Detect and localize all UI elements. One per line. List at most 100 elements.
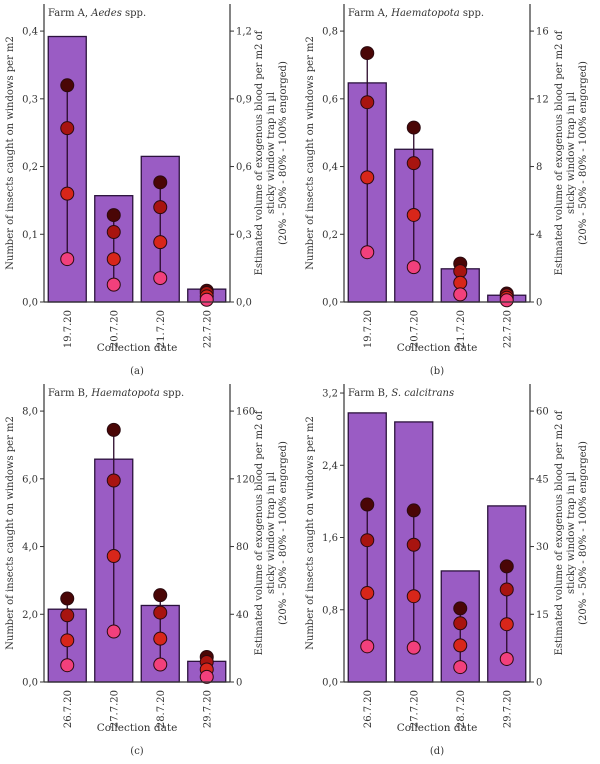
left-tick-label: 4,0 bbox=[22, 542, 38, 553]
right-axis-title-line: sticky window trap in µl bbox=[266, 472, 277, 594]
x-tick-label: 20.7.20 bbox=[409, 310, 420, 348]
blood-dot-80pct bbox=[153, 200, 168, 215]
x-tick-label: 20.7.20 bbox=[109, 310, 120, 348]
panel-label: (a) bbox=[130, 366, 144, 377]
right-axis-title-line: (20% - 50% - 80% - 100% engorged) bbox=[278, 441, 289, 625]
blood-dot-50pct bbox=[499, 617, 514, 632]
blood-dot-50pct bbox=[453, 275, 468, 290]
left-tick-label: 0,0 bbox=[22, 678, 38, 689]
title-suffix: spp. bbox=[122, 8, 146, 19]
left-tick-label: 0,1 bbox=[22, 230, 38, 241]
right-tick-label: 12 bbox=[536, 94, 549, 105]
left-axis-title: Number of insects caught on windows per … bbox=[5, 36, 16, 270]
title-italic: Aedes bbox=[90, 8, 122, 19]
x-tick-label: 26.7.20 bbox=[63, 690, 74, 728]
x-axis-title: Collection date bbox=[397, 342, 478, 354]
x-tick-label: 29.7.20 bbox=[202, 690, 213, 728]
right-axis-title-line: Estimated volume of exogenous blood per … bbox=[554, 29, 565, 275]
right-axis-title-line: Estimated volume of exogenous blood per … bbox=[254, 409, 265, 655]
title-prefix: Farm B, bbox=[48, 388, 91, 399]
panel-label: (d) bbox=[430, 746, 444, 757]
right-axis-title-line: (20% - 50% - 80% - 100% engorged) bbox=[578, 61, 589, 245]
chart-c: 0,0 2,0 4,0 6,0 8,0 0 40 80 120 160 26.7.20 27.7.20… bbox=[5, 384, 289, 757]
left-tick-label: 0,4 bbox=[22, 27, 38, 38]
blood-dot-20pct bbox=[60, 658, 75, 673]
right-tick-label: 80 bbox=[236, 542, 249, 553]
right-axis-title-line: (20% - 50% - 80% - 100% engorged) bbox=[578, 441, 589, 625]
right-axis-title-line: Estimated volume of exogenous blood per … bbox=[554, 409, 565, 655]
right-tick-label: 0 bbox=[536, 678, 542, 689]
blood-dot-100pct bbox=[406, 120, 421, 135]
panel-c: 0,0 2,0 4,0 6,0 8,0 0 40 80 120 160 26.7.20 27.7.20… bbox=[0, 380, 300, 760]
right-tick-label: 0,3 bbox=[236, 230, 252, 241]
blood-dot-20pct bbox=[453, 287, 468, 302]
blood-dot-50pct bbox=[60, 633, 75, 648]
blood-dot-20pct bbox=[199, 669, 214, 684]
left-tick-label: 8,0 bbox=[22, 407, 38, 418]
right-tick-label: 160 bbox=[236, 407, 255, 418]
right-tick-label: 40 bbox=[236, 610, 249, 621]
right-axis-title-line: sticky window trap in µl bbox=[566, 92, 577, 214]
x-tick-label: 28.7.20 bbox=[156, 690, 167, 728]
blood-dot-50pct bbox=[60, 186, 75, 201]
x-tick-label: 19.7.20 bbox=[363, 310, 374, 348]
blood-dot-80pct bbox=[106, 473, 121, 488]
left-tick-label: 0,0 bbox=[22, 298, 38, 309]
panel-title: Farm A, Haematopota spp. bbox=[348, 8, 484, 19]
x-tick-label: 19.7.20 bbox=[63, 310, 74, 348]
blood-dot-100pct bbox=[360, 46, 375, 61]
left-tick-label: 0,6 bbox=[322, 94, 338, 105]
left-axis-title: Number of insects caught on windows per … bbox=[305, 416, 316, 650]
x-tick-label: 22.7.20 bbox=[502, 310, 513, 348]
blood-dot-100pct bbox=[153, 175, 168, 190]
left-axis-title: Number of insects caught on windows per … bbox=[305, 36, 316, 270]
blood-dot-50pct bbox=[406, 589, 421, 604]
title-suffix: spp. bbox=[160, 388, 184, 399]
left-tick-label: 2,4 bbox=[322, 461, 338, 472]
chart-d: 0,0 0,8 1,6 2,4 3,2 0 15 30 45 60 26.7.20 27.7.20 28… bbox=[305, 384, 589, 757]
title-italic: Haematopota bbox=[390, 8, 460, 19]
right-tick-label: 8 bbox=[536, 162, 542, 173]
chart-a: 0,0 0,1 0,2 0,3 0,4 0,0 0,3 0,6 0,9 1,2 19.7.20 20.… bbox=[5, 4, 289, 377]
right-axis-title-line: (20% - 50% - 80% - 100% engorged) bbox=[278, 61, 289, 245]
blood-dot-50pct bbox=[360, 586, 375, 601]
left-tick-label: 0,3 bbox=[22, 94, 38, 105]
chart-b: 0,0 0,2 0,4 0,6 0,8 0 4 8 12 16 19.7.20 20.7.20 21.7… bbox=[305, 4, 589, 377]
x-axis-title: Collection date bbox=[97, 342, 178, 354]
blood-dot-100pct bbox=[499, 559, 514, 574]
panel-title: Farm B, Haematopota spp. bbox=[48, 388, 184, 399]
blood-dot-50pct bbox=[153, 235, 168, 250]
x-tick-label: 22.7.20 bbox=[202, 310, 213, 348]
left-tick-label: 0,8 bbox=[322, 605, 338, 616]
blood-dot-80pct bbox=[60, 608, 75, 623]
blood-dot-50pct bbox=[106, 252, 121, 267]
x-tick-label: 27.7.20 bbox=[109, 690, 120, 728]
blood-dot-80pct bbox=[499, 582, 514, 597]
blood-dot-100pct bbox=[106, 208, 121, 223]
x-tick-label: 26.7.20 bbox=[363, 690, 374, 728]
left-tick-label: 0,8 bbox=[322, 27, 338, 38]
left-tick-label: 0,0 bbox=[322, 298, 338, 309]
left-tick-label: 0,4 bbox=[322, 162, 338, 173]
blood-dot-20pct bbox=[60, 252, 75, 267]
title-suffix: spp. bbox=[460, 8, 484, 19]
title-italic: S. calcitrans bbox=[391, 388, 454, 399]
blood-dot-20pct bbox=[153, 657, 168, 672]
right-tick-label: 0,0 bbox=[236, 298, 252, 309]
blood-dot-20pct bbox=[360, 639, 375, 654]
right-tick-label: 15 bbox=[536, 610, 549, 621]
right-tick-label: 0 bbox=[536, 298, 542, 309]
blood-dot-100pct bbox=[453, 601, 468, 616]
blood-dot-20pct bbox=[106, 624, 121, 639]
title-prefix: Farm A, bbox=[348, 8, 391, 19]
blood-dot-20pct bbox=[106, 277, 121, 292]
blood-dot-80pct bbox=[106, 225, 121, 240]
panel-title: Farm B, S. calcitrans bbox=[348, 388, 454, 399]
blood-dot-80pct bbox=[360, 95, 375, 110]
panel-b: 0,0 0,2 0,4 0,6 0,8 0 4 8 12 16 19.7.20 20.7.20 21.7… bbox=[300, 0, 600, 380]
blood-dot-20pct bbox=[499, 293, 514, 308]
right-tick-label: 120 bbox=[236, 474, 255, 485]
blood-dot-20pct bbox=[499, 651, 514, 666]
x-axis-title: Collection date bbox=[97, 722, 178, 734]
blood-dot-80pct bbox=[153, 605, 168, 620]
